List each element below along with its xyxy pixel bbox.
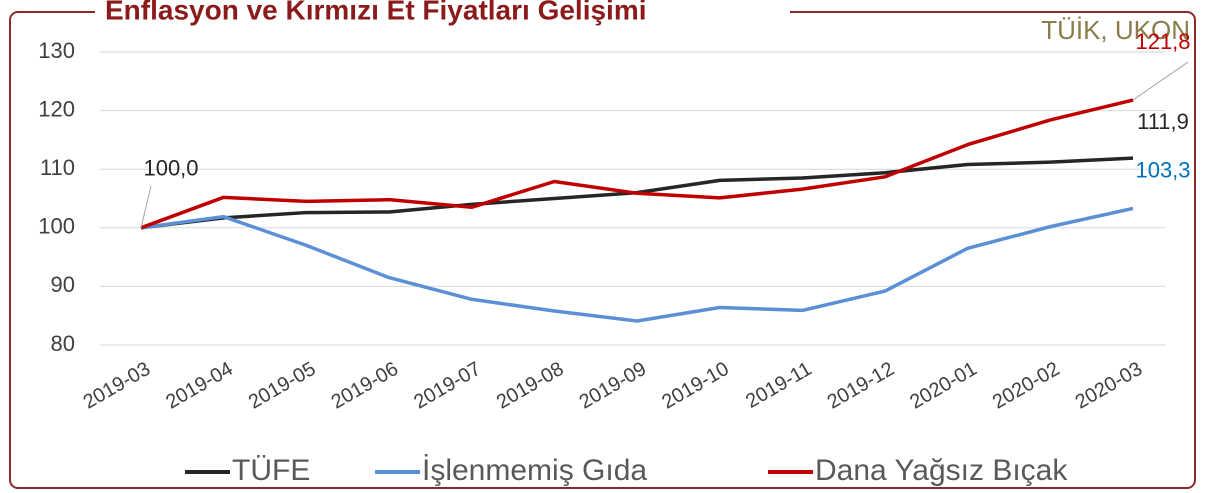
data-label: 111,9 [1137, 109, 1189, 134]
data-label: 100,0 [143, 156, 198, 181]
y-tick-label: 80 [51, 331, 75, 356]
legend-label: TÜFE [232, 454, 310, 487]
title-background [95, 0, 790, 26]
y-tick-label: 110 [40, 155, 75, 180]
y-tick-label: 120 [38, 96, 75, 121]
series-line [140, 98, 1134, 230]
data-label: 103,3 [1135, 157, 1190, 182]
series-line [140, 206, 1134, 323]
data-label: 121,8 [1135, 29, 1190, 54]
legend-label: İşlenmemiş Gıda [422, 454, 647, 487]
chart-title: Enflasyon ve Kırmızı Et Fiyatları Gelişi… [105, 0, 647, 25]
leader-line [1132, 61, 1189, 101]
chart-border [9, 11, 1196, 489]
y-tick-label: 130 [38, 38, 75, 63]
y-tick-label: 90 [51, 272, 75, 297]
legend-label: Dana Yağsız Bıçak [815, 454, 1068, 487]
source: TÜİK, UKON [1041, 15, 1190, 45]
leader-line [140, 185, 152, 228]
y-tick-label: 100 [38, 214, 75, 239]
